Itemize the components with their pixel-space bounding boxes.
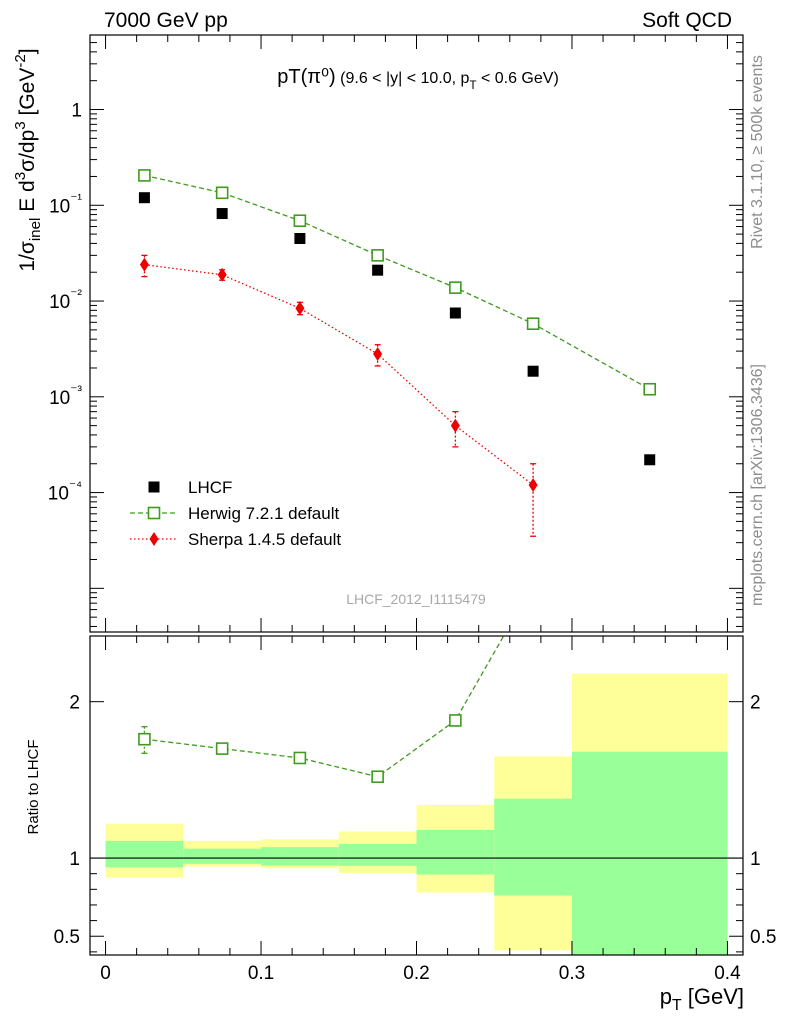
- stat-uncertainty-band: [571, 751, 728, 955]
- main-y-tick-label: 10⁻⁴: [48, 479, 82, 505]
- stat-uncertainty-band: [494, 798, 572, 896]
- ratio-x-axis-label: pT [GeV]: [660, 984, 744, 1014]
- lhcf-point: [372, 264, 384, 276]
- stat-uncertainty-band: [338, 843, 417, 866]
- herwig-ratio-point: [215, 742, 229, 755]
- ratio-y-tick-label: 1: [69, 849, 80, 870]
- lhcf-point: [644, 454, 656, 466]
- main-y-axis-label: 1/σinel E d3σ/dp3 [GeV-2]: [12, 48, 44, 271]
- ratio-x-tick-label: 0.2: [403, 963, 429, 984]
- ratio-y-tick-label-right: 0.5: [750, 927, 776, 948]
- sherpa-point: [373, 346, 383, 361]
- analysis-id-label: LHCF_2012_I1115479: [346, 591, 486, 607]
- sherpa-point: [450, 418, 460, 433]
- lhcf-point: [216, 208, 228, 220]
- herwig-ratio-line: [144, 635, 505, 778]
- lhcf-point: [527, 365, 539, 377]
- legend-label: LHCF: [188, 478, 232, 497]
- legend: LHCF Herwig 7.2.1 default Sherpa 1.4.5 def…: [130, 478, 341, 549]
- legend-label: Herwig 7.2.1 default: [188, 504, 339, 523]
- ratio-x-tick-label: 0.4: [714, 963, 741, 984]
- sherpa-line: [144, 263, 534, 486]
- herwig-line: [144, 174, 651, 390]
- main-y-tick-label: 1: [71, 101, 82, 122]
- ratio-plot: 0 0.1 0.2 0.3 0.4 0.5 0.5 1 1 2 2: [54, 635, 776, 984]
- herwig-point: [215, 186, 229, 200]
- ratio-x-tick-label: 0: [100, 963, 111, 984]
- herwig-point: [371, 249, 384, 262]
- legend-sherpa-marker: [149, 532, 159, 546]
- ratio-y-tick-label: 0.5: [54, 927, 80, 948]
- ratio-x-tick-label: 0.1: [248, 963, 274, 984]
- ratio-y-tick-label: 2: [69, 693, 80, 714]
- herwig-point: [643, 382, 657, 396]
- main-y-tick-label: 10⁻³: [49, 383, 82, 409]
- lhcf-point: [138, 192, 150, 204]
- herwig-point: [138, 169, 151, 182]
- sherpa-point: [217, 267, 227, 282]
- herwig-ratio-point: [293, 751, 307, 765]
- collision-energy-label: 7000 GeV pp: [104, 9, 228, 32]
- sherpa-point: [295, 301, 305, 316]
- herwig-point: [526, 317, 540, 331]
- ratio-y-tick-label-right: 1: [750, 849, 761, 870]
- process-category-label: Soft QCD: [642, 9, 732, 32]
- main-plot-title: pT(π⁰) (9.6 < |y| < 10.0, pT < 0.6 GeV): [277, 66, 559, 92]
- herwig-ratio-point: [449, 714, 462, 727]
- herwig-point: [293, 214, 307, 228]
- stat-uncertainty-band: [105, 840, 184, 868]
- herwig-point: [449, 281, 462, 294]
- herwig-ratio-point: [138, 732, 151, 746]
- stat-uncertainty-band: [416, 829, 495, 875]
- main-y-tick-label: 10⁻²: [49, 287, 82, 313]
- herwig-ratio-point: [371, 770, 384, 784]
- main-y-tick-label: 10⁻¹: [49, 191, 82, 217]
- stat-uncertainty-band: [183, 848, 262, 864]
- legend-lhcf-marker: [148, 481, 160, 493]
- legend-herwig-marker: [147, 506, 161, 520]
- legend-label: Sherpa 1.4.5 default: [188, 530, 341, 549]
- ratio-y-axis-label: Ratio to LHCF: [25, 739, 42, 834]
- sherpa-point: [528, 477, 538, 492]
- stat-uncertainty-band: [261, 847, 339, 866]
- ratio-x-tick-label: 0.3: [559, 963, 585, 984]
- sherpa-point: [139, 257, 149, 272]
- lhcf-point: [294, 232, 306, 244]
- ratio-y-tick-label-right: 2: [750, 693, 761, 714]
- lhcf-point: [449, 307, 461, 319]
